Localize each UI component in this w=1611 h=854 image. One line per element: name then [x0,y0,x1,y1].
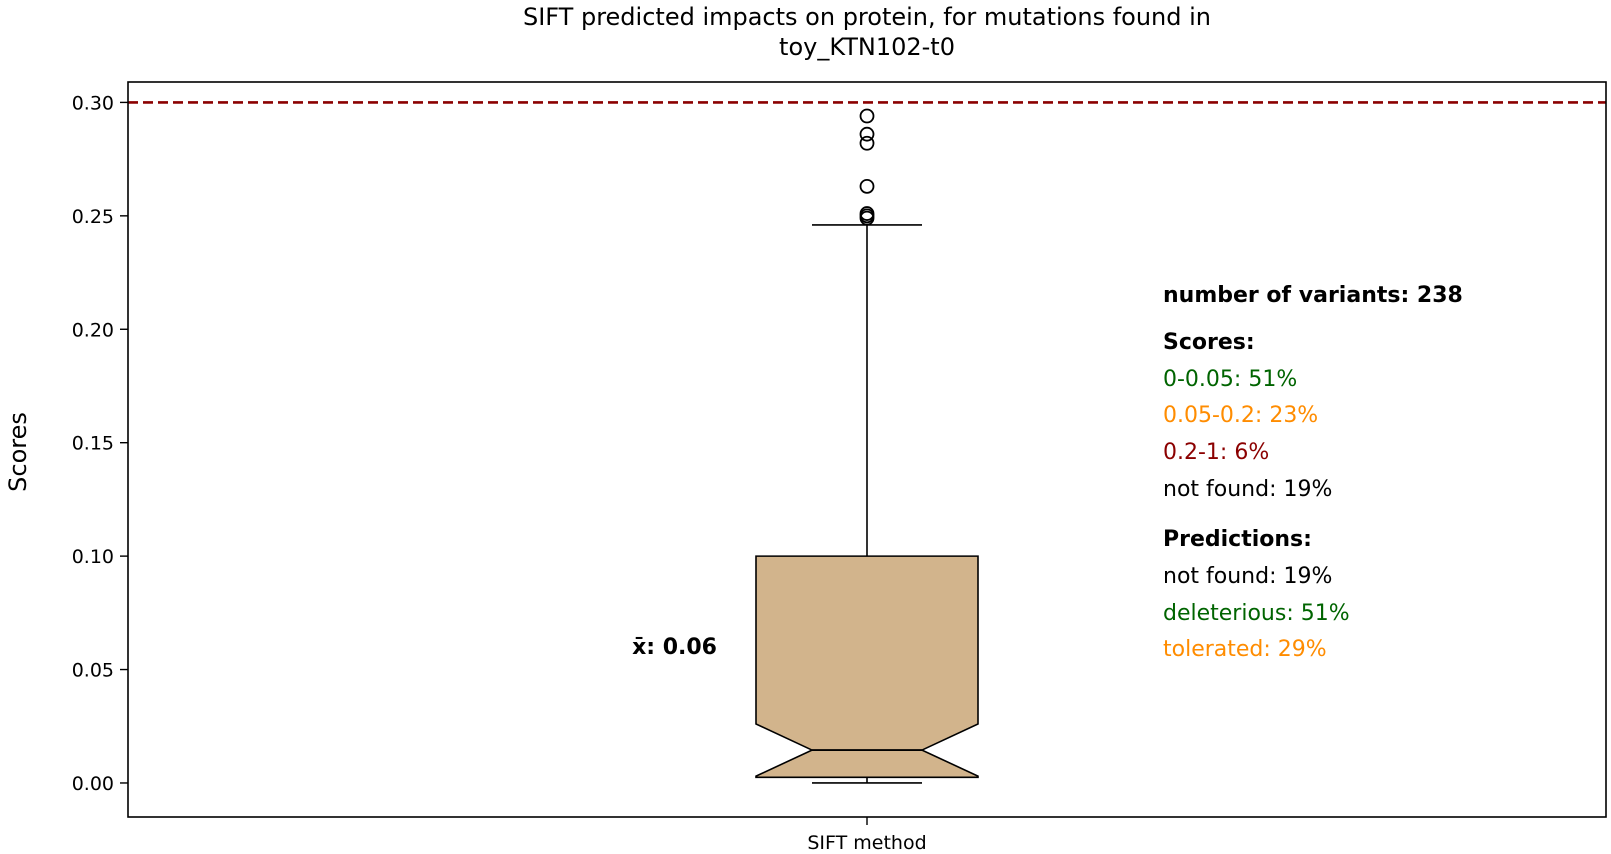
chart-title-line-1: SIFT predicted impacts on protein, for m… [523,3,1211,31]
plot-frame [127,81,1607,818]
score-line: 0.05-0.2: 23% [1163,403,1318,428]
outlier-point [859,210,875,226]
y-axis-label: Scores [4,412,32,492]
prediction-line: tolerated: 29% [1163,637,1327,662]
y-tick-label: 0.30 [72,92,114,114]
outlier-point [859,178,875,194]
prediction-line: not found: 19% [1163,564,1332,589]
outlier-point [859,126,875,142]
summary-annotations: number of variants: 238 Scores: 0-0.05: … [1163,283,1463,662]
y-axis: 0.00 0.05 0.10 0.15 0.20 0.25 0.30 [72,92,128,795]
scores-header: Scores: [1163,330,1255,355]
outlier-point [859,108,875,124]
chart-title-line-2: toy_KTN102-t0 [779,33,955,61]
y-tick-label: 0.15 [72,433,114,455]
outlier-point [859,135,875,151]
x-axis: SIFT method [807,817,927,854]
mean-label: x̄: 0.06 [632,635,717,660]
notched-box [755,555,979,779]
prediction-line: deleterious: 51% [1163,601,1350,626]
score-line: 0.2-1: 6% [1163,440,1269,465]
predictions-header: Predictions: [1163,527,1312,552]
score-line: 0-0.05: 51% [1163,367,1297,392]
y-tick-label: 0.00 [72,773,114,795]
y-tick-label: 0.10 [72,546,114,568]
y-tick-label: 0.20 [72,319,114,341]
plot-area: x̄: 0.06 [128,101,1606,784]
variant-count-label: number of variants: 238 [1163,283,1463,308]
y-tick-label: 0.25 [72,206,114,228]
score-line: not found: 19% [1163,477,1332,502]
y-tick-label: 0.05 [72,660,114,682]
x-tick-label: SIFT method [807,832,926,854]
